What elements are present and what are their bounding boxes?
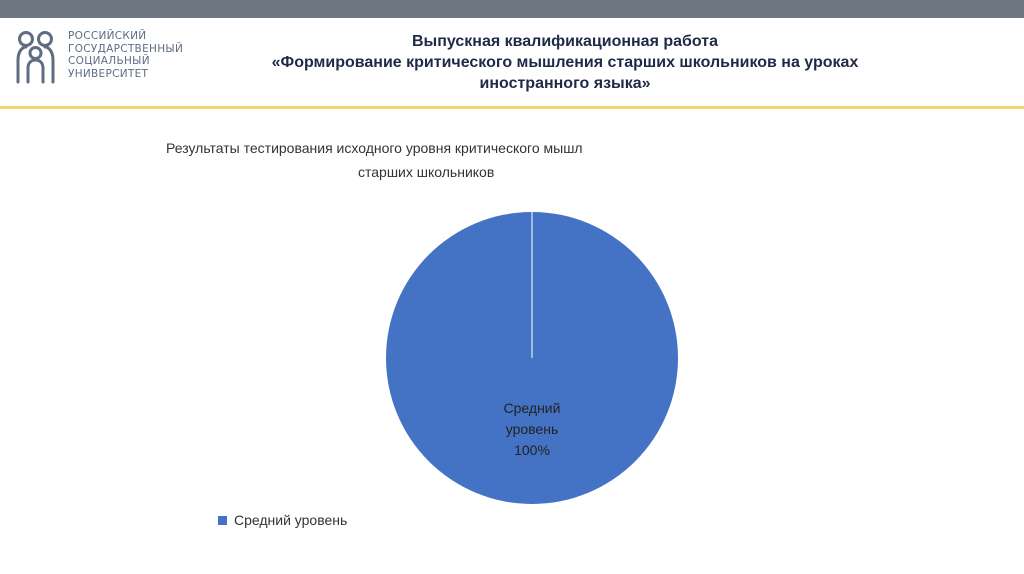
- slide-title-line: «Формирование критического мышления стар…: [271, 54, 859, 71]
- chart-title-line: Результаты тестирования исходного уровня…: [166, 140, 583, 156]
- slide-title: Выпускная квалификационная работа «Форми…: [220, 31, 910, 94]
- top-bar: [0, 0, 1024, 18]
- data-label-category-line: уровень: [505, 421, 559, 437]
- university-name-line: государственный: [68, 42, 184, 55]
- data-label-category-line: Средний: [503, 400, 561, 416]
- university-name-line: университет: [68, 67, 149, 80]
- slide-title-line: Выпускная квалификационная работа: [411, 33, 719, 50]
- data-label-value: 100%: [514, 442, 550, 458]
- chart-legend: Средний уровень: [218, 510, 347, 530]
- legend-label: Средний уровень: [234, 512, 348, 528]
- chart-title: Результаты тестирования исходного уровня…: [150, 136, 682, 180]
- slide-title-line: иностранного языка»: [479, 75, 651, 92]
- people-logo-icon: [16, 31, 55, 84]
- chart-title-line: старших школьников: [358, 164, 495, 180]
- university-name: Российский государственный социальный ун…: [68, 30, 218, 80]
- university-name-line: социальный: [68, 55, 150, 68]
- university-logo: Российский государственный социальный ун…: [14, 30, 214, 86]
- pie-data-label: Средний уровень 100%: [472, 398, 592, 461]
- legend-swatch: [218, 515, 227, 525]
- slide-header: [0, 18, 1024, 106]
- university-name-line: Российский: [68, 30, 147, 42]
- header-accent-rule: [0, 106, 1024, 109]
